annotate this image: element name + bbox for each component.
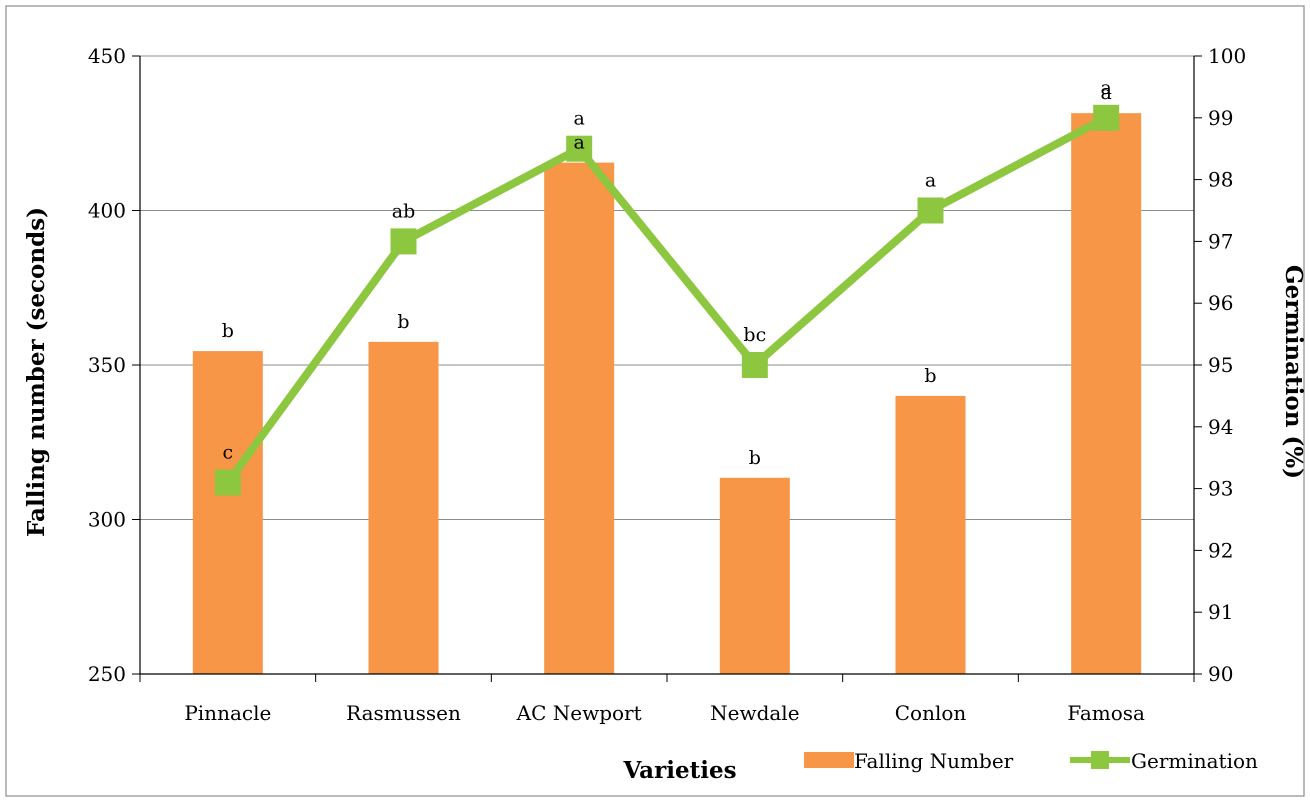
germination-line — [224, 114, 1109, 485]
bar — [192, 351, 263, 674]
y2-tick-label: 92 — [1208, 538, 1233, 562]
y2-axis-title: Germination (%) — [1280, 265, 1307, 479]
bar — [1071, 113, 1142, 675]
legend: Falling Number Germination — [804, 749, 1258, 773]
germination-point — [1093, 104, 1120, 131]
germination-point — [741, 352, 768, 378]
x-tick-label: Pinnacle — [184, 701, 271, 725]
line-series — [214, 104, 1120, 496]
bar-letter-label: b — [397, 311, 409, 333]
y2-tick-label: 94 — [1208, 415, 1233, 439]
bar — [544, 162, 615, 675]
germination-point — [390, 228, 417, 255]
y2-tick-label: 95 — [1208, 353, 1233, 377]
bar-letter-label: a — [1101, 82, 1112, 104]
bar — [895, 395, 966, 674]
line-letter-label: a — [1101, 77, 1112, 99]
bar-letter-label: b — [222, 320, 234, 342]
x-tick-label: Famosa — [1067, 701, 1145, 725]
y-tick-label: 450 — [88, 44, 126, 68]
y2-tick-label: 90 — [1208, 662, 1233, 686]
x-tick-label: Conlon — [895, 701, 967, 725]
line-letter-label: ab — [392, 200, 416, 222]
y-tick-label: 400 — [88, 199, 126, 223]
y2-tick-label: 91 — [1208, 600, 1233, 624]
bar — [368, 341, 439, 674]
germination-point — [917, 197, 944, 224]
germination-point — [566, 135, 593, 162]
x-axis-title: Varieties — [622, 757, 736, 784]
y2-tick-label: 99 — [1208, 106, 1233, 130]
y2-tick-label: 98 — [1208, 168, 1233, 192]
legend-swatch-falling-number — [804, 752, 854, 768]
bar-letter-label: b — [924, 365, 936, 387]
legend-swatch-germination-marker — [1091, 751, 1109, 769]
line-letter-label: c — [223, 441, 234, 463]
legend-label-falling-number: Falling Number — [854, 749, 1014, 773]
x-tick-label: AC Newport — [516, 701, 642, 725]
line-letter-label: bc — [743, 324, 766, 346]
bar — [719, 477, 790, 674]
y2-tick-label: 97 — [1208, 229, 1233, 253]
axes: 250 300 350 400 450 90 91 92 93 94 95 96 97 98 99 100 Pi… — [88, 44, 1246, 725]
bar-letter-label: a — [574, 132, 585, 154]
y-tick-label: 350 — [88, 353, 126, 377]
y2-tick-label: 100 — [1208, 44, 1246, 68]
bar-letter-label: b — [749, 447, 761, 469]
y-tick-label: 250 — [88, 662, 126, 686]
x-tick-label: Rasmussen — [346, 701, 461, 725]
legend-label-germination: Germination — [1131, 749, 1258, 773]
line-letter-label: a — [574, 108, 585, 130]
y-axis-title: Falling number (seconds) — [23, 207, 50, 537]
line-letter-label: a — [925, 170, 936, 192]
germination-point — [214, 469, 241, 496]
y2-tick-label: 93 — [1208, 477, 1233, 501]
y2-tick-label: 96 — [1208, 291, 1233, 315]
y-tick-label: 300 — [88, 508, 126, 532]
x-tick-label: Newdale — [710, 701, 799, 725]
bar-series — [192, 113, 1142, 675]
